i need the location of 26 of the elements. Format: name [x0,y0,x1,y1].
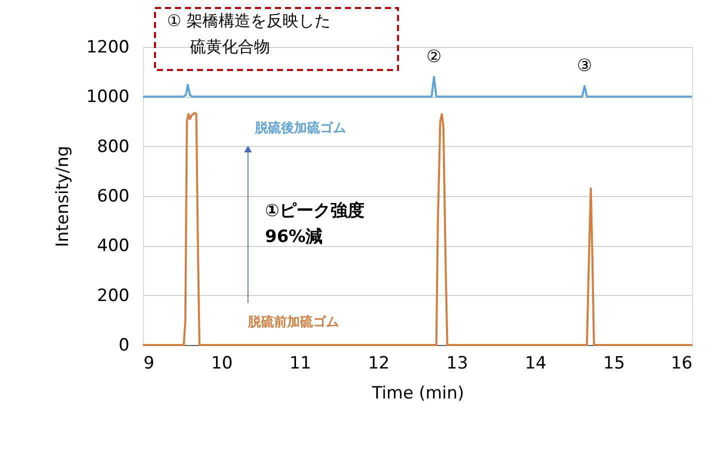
y-tick-label: 400 [97,236,130,256]
x-tick-label: 11 [290,354,312,374]
y-tick-label: 1000 [86,87,130,108]
y-tick-label: 0 [118,336,130,356]
y-tick-label: 800 [97,136,130,157]
line-series [142,112,693,346]
y-axis-title: Intensity/ng [53,146,74,248]
x-axis-title: Time (min) [370,384,464,404]
x-tick-label: 12 [368,354,390,374]
text: ① 架橋構造を反映した [167,11,330,30]
annotation: 硫黄化合物 [190,37,270,56]
x-tick-label: 14 [524,354,546,374]
y-tick-label: 200 [97,286,130,306]
annotation: ② [426,46,442,67]
x-tick-label: 16 [670,354,692,374]
x-tick-label: 13 [446,354,468,374]
series-label: 脱硫後加硫ゴム [254,120,346,136]
x-tick-label: 10 [211,354,233,374]
series-label: 脱硫前加硫ゴム [247,314,339,330]
annotation: ①ピーク強度 96%減 [265,201,364,247]
x-tick-label: 9 [144,354,154,374]
y-tick-label: 1200 [86,38,130,58]
x-tick-label: 15 [603,354,625,374]
y-tick-label: 600 [97,186,130,206]
annotation: ③ [576,56,592,76]
line-series [142,76,693,98]
